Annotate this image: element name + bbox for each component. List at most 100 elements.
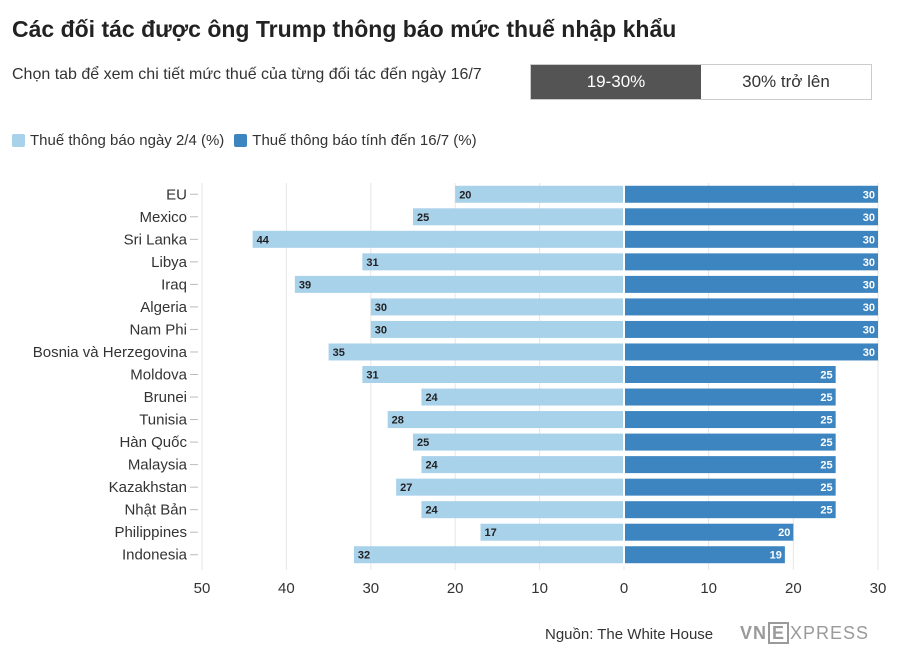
source-text: Nguồn: The White House <box>545 626 714 643</box>
legend-item-right: Thuế thông báo tính đến 16/7 (%) <box>234 132 477 149</box>
category-label: Indonesia <box>122 547 188 564</box>
bar-left <box>362 366 623 383</box>
bar-right <box>625 320 878 338</box>
legend: Thuế thông báo ngày 2/4 (%) Thuế thông b… <box>12 132 487 149</box>
bar-right <box>625 388 836 406</box>
logo-part-e: E <box>768 622 790 644</box>
category-label: Mexico <box>139 209 187 226</box>
bar-right <box>625 275 878 293</box>
bar-left-value: 24 <box>425 505 438 517</box>
bar-left <box>294 275 623 293</box>
legend-label-right: Thuế thông báo tính đến 16/7 (%) <box>252 132 477 149</box>
logo-part-xpress: XPRESS <box>790 622 870 643</box>
bar-left <box>328 343 623 361</box>
bar-right-value: 25 <box>820 370 832 382</box>
x-tick-label: 10 <box>700 580 717 597</box>
category-label: Iraq <box>161 276 187 293</box>
bar-right <box>625 523 794 541</box>
category-label: Moldova <box>130 367 187 384</box>
bar-left-value: 20 <box>459 189 471 201</box>
bar-right <box>625 298 878 316</box>
bar-left <box>421 501 623 519</box>
bar-left-value: 25 <box>417 437 429 449</box>
bar-left-value: 39 <box>299 279 311 291</box>
bar-right-value: 25 <box>820 415 832 427</box>
x-tick-label: 40 <box>278 580 295 597</box>
legend-item-left: Thuế thông báo ngày 2/4 (%) <box>12 132 224 149</box>
bar-right-value: 30 <box>863 302 875 314</box>
bar-left-value: 44 <box>257 234 270 246</box>
bar-left-value: 24 <box>425 460 438 472</box>
bar-right-value: 30 <box>863 234 875 246</box>
category-label: Nhật Bản <box>124 502 187 519</box>
bar-right <box>625 546 785 564</box>
category-label: Philippines <box>114 524 187 541</box>
bar-left <box>413 208 623 226</box>
bar-left-value: 17 <box>485 527 497 539</box>
bar-left-value: 30 <box>375 324 387 336</box>
x-tick-label: 0 <box>620 580 628 597</box>
x-tick-label: 10 <box>531 580 548 597</box>
logo-part-vn: VN <box>740 622 768 643</box>
bar-right <box>625 185 878 203</box>
bar-right <box>625 343 878 361</box>
category-label: Nam Phi <box>129 321 187 338</box>
bar-right <box>625 411 836 429</box>
category-label: Tunisia <box>139 412 187 429</box>
bar-left-value: 31 <box>366 257 378 269</box>
legend-label-left: Thuế thông báo ngày 2/4 (%) <box>30 132 225 149</box>
category-label: Algeria <box>140 299 187 316</box>
bar-right-value: 20 <box>778 527 790 539</box>
bar-right-value: 25 <box>820 437 832 449</box>
bar-right-value: 19 <box>770 550 782 562</box>
bar-right-value: 25 <box>820 460 832 472</box>
category-label: Libya <box>151 254 188 271</box>
bar-right <box>625 478 836 496</box>
bar-left <box>480 523 623 541</box>
category-label: Kazakhstan <box>109 479 187 496</box>
bar-left-value: 25 <box>417 212 429 224</box>
bar-right <box>625 456 836 474</box>
bar-right-value: 30 <box>863 257 875 269</box>
bar-left <box>387 411 623 429</box>
x-tick-label: 30 <box>362 580 379 597</box>
bar-left <box>413 433 623 451</box>
category-label: EU <box>166 186 187 203</box>
legend-swatch-right <box>234 134 248 147</box>
bar-right <box>625 208 878 226</box>
bar-left-value: 32 <box>358 550 370 562</box>
x-tick-label: 50 <box>194 580 211 597</box>
bar-left <box>421 456 623 474</box>
bar-right-value: 30 <box>863 279 875 291</box>
chart-svg: 50 40 30 20 10 0 10 20 30 EU 20 30 Mexico 25 30 Sri Lan… <box>33 183 886 597</box>
bar-right <box>625 501 836 519</box>
bar-left-value: 28 <box>392 415 404 427</box>
tab-group: 19-30% 30% trở lên <box>530 64 872 100</box>
bar-right-value: 25 <box>820 392 832 404</box>
chart-subtitle: Chọn tab để xem chi tiết mức thuế của từ… <box>12 66 482 83</box>
bar-left <box>396 478 623 496</box>
tab-30-plus[interactable]: 30% trở lên <box>701 65 871 99</box>
bar-left <box>252 230 623 248</box>
bar-left <box>421 388 623 406</box>
category-label: Sri Lanka <box>124 231 188 248</box>
bar-left-value: 24 <box>425 392 438 404</box>
vnexpress-logo: VN E XPRESS <box>740 622 869 644</box>
bar-left-value: 30 <box>375 302 387 314</box>
bar-left <box>370 320 623 338</box>
bar-right <box>625 230 878 248</box>
x-tick-label: 20 <box>447 580 464 597</box>
x-tick-label: 20 <box>785 580 802 597</box>
bar-right-value: 30 <box>863 324 875 336</box>
bar-right <box>625 433 836 451</box>
bar-left <box>455 185 623 203</box>
bar-left <box>353 546 623 564</box>
category-label: Malaysia <box>128 457 188 474</box>
bar-left <box>362 253 623 271</box>
tab-19-30[interactable]: 19-30% <box>531 65 701 99</box>
bar-right-value: 30 <box>863 347 875 359</box>
bar-left-value: 31 <box>366 370 378 382</box>
bar-left-value: 35 <box>333 347 345 359</box>
bar-right <box>625 366 836 383</box>
bar-right-value: 30 <box>863 212 875 224</box>
